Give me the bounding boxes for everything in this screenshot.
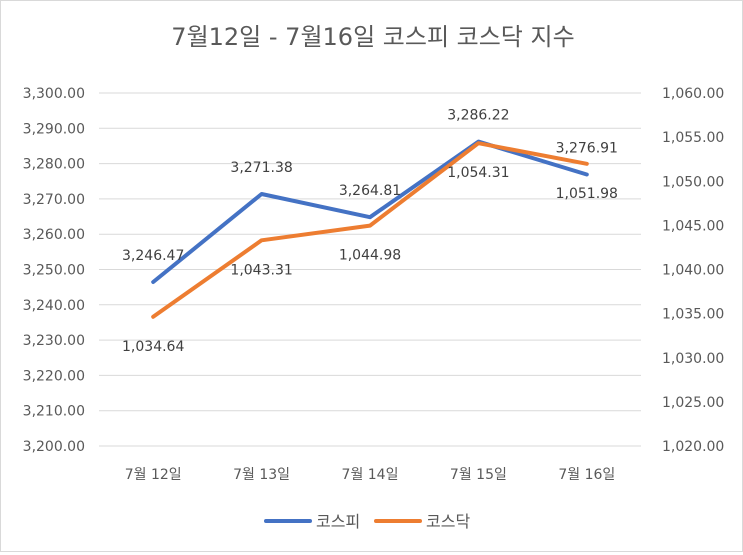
legend: 코스피 코스닥 (266, 512, 470, 531)
left-tick-label: 3,230.00 (23, 333, 85, 349)
right-tick-label: 1,020.00 (662, 439, 724, 455)
x-tick-label: 7월 12일 (125, 467, 182, 483)
right-tick-label: 1,050.00 (662, 174, 724, 190)
left-axis-ticks: 3,200.00 3,210.00 3,220.00 3,230.00 3,240.00… (23, 86, 85, 455)
chart-title: 7월12일 - 7월16일 코스피 코스닥 지수 (171, 23, 574, 51)
right-tick-label: 1,055.00 (662, 130, 724, 146)
x-tick-label: 7월 13일 (233, 467, 290, 483)
data-label-kosdaq: 1,034.64 (122, 339, 184, 355)
right-tick-label: 1,045.00 (662, 218, 724, 234)
legend-label: 코스닥 (426, 512, 470, 531)
left-tick-label: 3,220.00 (23, 368, 85, 384)
right-tick-label: 1,060.00 (662, 86, 724, 102)
data-labels: 3,246.47 3,271.38 3,264.81 3,286.22 3,276.91… (122, 108, 618, 355)
x-tick-label: 7월 15일 (450, 467, 507, 483)
right-axis-ticks: 1,020.00 1,025.00 1,030.00 1,035.00 1,040.00… (662, 86, 724, 455)
left-tick-label: 3,270.00 (23, 192, 85, 208)
right-tick-label: 1,035.00 (662, 307, 724, 323)
right-tick-label: 1,030.00 (662, 351, 724, 367)
data-label-kosdaq: 1,044.98 (339, 248, 401, 264)
data-label-kospi: 3,286.22 (447, 108, 509, 124)
x-tick-label: 7월 14일 (342, 467, 399, 483)
left-tick-label: 3,290.00 (23, 121, 85, 137)
data-label-kosdaq: 1,051.98 (556, 186, 618, 202)
series-lines (153, 142, 587, 317)
data-label-kosdaq: 1,043.31 (230, 262, 292, 278)
x-axis-ticks: 7월 12일 7월 13일 7월 14일 7월 15일 7월 16일 (125, 467, 616, 483)
data-label-kospi: 3,271.38 (230, 160, 292, 176)
data-label-kosdaq: 1,054.31 (447, 165, 509, 181)
left-tick-label: 3,280.00 (23, 157, 85, 173)
legend-label: 코스피 (316, 512, 360, 531)
x-tick-label: 7월 16일 (558, 467, 615, 483)
data-label-kospi: 3,264.81 (339, 183, 401, 199)
right-tick-label: 1,040.00 (662, 263, 724, 279)
left-tick-label: 3,240.00 (23, 298, 85, 314)
right-tick-label: 1,025.00 (662, 395, 724, 411)
data-label-kospi: 3,276.91 (556, 141, 618, 157)
data-label-kospi: 3,246.47 (122, 248, 184, 264)
left-tick-label: 3,300.00 (23, 86, 85, 102)
left-tick-label: 3,260.00 (23, 227, 85, 243)
left-tick-label: 3,250.00 (23, 263, 85, 279)
left-tick-label: 3,210.00 (23, 404, 85, 420)
left-tick-label: 3,200.00 (23, 439, 85, 455)
